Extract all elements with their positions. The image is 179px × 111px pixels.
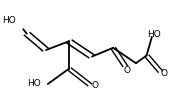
Text: O: O bbox=[161, 68, 168, 78]
Text: O: O bbox=[124, 66, 131, 75]
Text: O: O bbox=[92, 81, 99, 90]
Text: HO: HO bbox=[147, 30, 161, 39]
Text: HO: HO bbox=[27, 79, 41, 88]
Text: HO: HO bbox=[2, 16, 16, 25]
